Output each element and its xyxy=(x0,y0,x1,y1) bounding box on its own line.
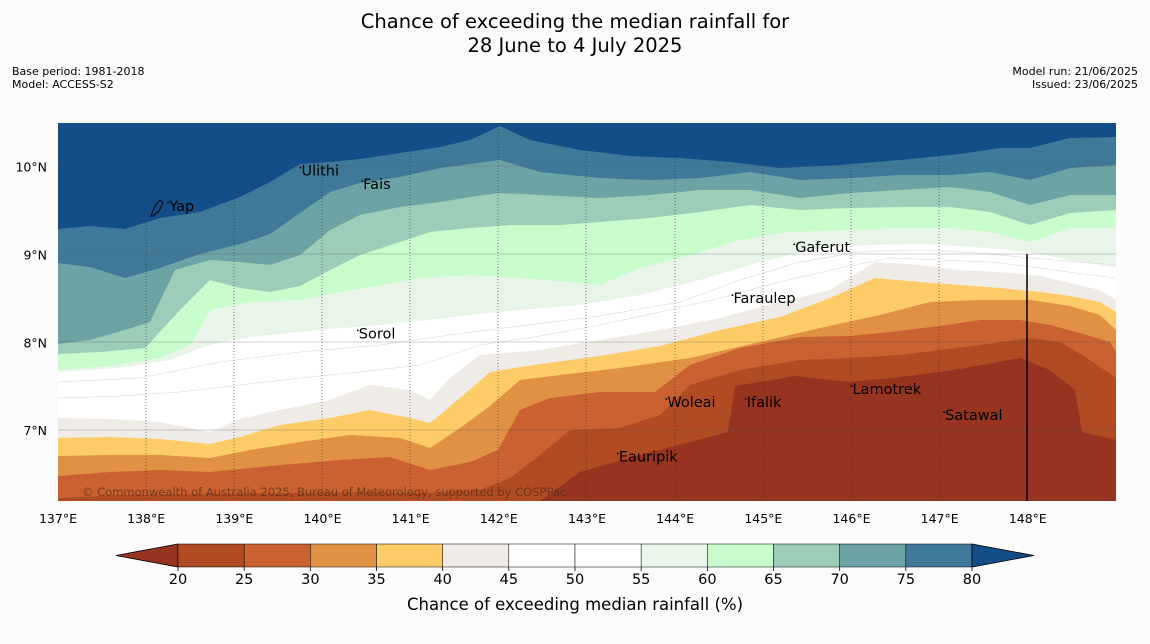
colorbar-segment xyxy=(574,543,642,568)
colorbar-label: Chance of exceeding median rainfall (%) xyxy=(407,595,743,614)
contour-line-50 xyxy=(58,257,1116,399)
place-marker xyxy=(943,411,945,414)
lon-tick-label: 137°E xyxy=(39,511,77,526)
base-period: Base period: 1981-2018 xyxy=(12,65,145,78)
colorbar-tick-label: 65 xyxy=(764,572,782,588)
place-marker xyxy=(167,202,170,204)
place-label: Faraulep xyxy=(733,291,795,307)
colorbar-segment xyxy=(310,543,377,568)
colorbar-segment xyxy=(508,543,576,568)
place-label: Eauripik xyxy=(619,449,678,465)
lat-tick-label: 8°N xyxy=(23,335,47,350)
place-label: Ifalik xyxy=(747,395,782,411)
colorbar: 20 25 30 35 40 45 50 55 60 65 70 75 80 xyxy=(115,543,1035,588)
lat-tick-label: 7°N xyxy=(23,423,47,438)
colorbar-segment xyxy=(243,543,311,568)
colorbar-segment xyxy=(773,543,840,568)
longitude-tick-labels: 137°E 138°E 139°E 140°E 141°E 142°E 143°E 144°E… xyxy=(39,511,1047,526)
place-label: Ulithi xyxy=(301,164,339,180)
latitude-tick-labels: 7°N 8°N 9°N 10°N xyxy=(15,159,47,438)
colorbar-tick-label: 60 xyxy=(698,572,716,588)
place-labels: Ulithi Yap Fais Gaferut Faraulep Sorol Woleai I… xyxy=(167,164,1003,465)
colorbar-tick-label: 45 xyxy=(500,572,518,588)
lon-tick-label: 148°E xyxy=(1009,511,1047,526)
contour-line-55 xyxy=(58,249,1116,383)
latitude-lines xyxy=(58,165,1116,431)
colorbar-tick-label: 70 xyxy=(830,572,848,588)
place-marker xyxy=(744,398,747,400)
lon-tick-label: 145°E xyxy=(744,511,782,526)
place-marker xyxy=(616,452,619,455)
place-label: Gaferut xyxy=(795,240,850,256)
place-marker xyxy=(356,329,359,332)
colorbar-tick-label: 55 xyxy=(632,572,650,588)
copyright-notice: © Commonwealth of Australia 2025, Bureau… xyxy=(82,485,566,499)
colorbar-segment xyxy=(376,543,443,568)
lon-tick-label: 138°E xyxy=(127,511,165,526)
rainfall-contour-map: © Commonwealth of Australia 2025, Bureau… xyxy=(58,123,1116,501)
place-label: Lamotrek xyxy=(853,382,922,398)
colorbar-tick-label: 40 xyxy=(433,572,451,588)
place-label: Fais xyxy=(363,177,390,193)
place-marker xyxy=(731,294,734,297)
colorbar-tick-label: 80 xyxy=(963,572,981,588)
lon-tick-label: 144°E xyxy=(656,511,694,526)
colorbar-segment xyxy=(177,543,245,568)
place-label: Woleai xyxy=(667,395,715,411)
colorbar-tick-label: 30 xyxy=(301,572,319,588)
chart-title-line2: 28 June to 4 July 2025 xyxy=(467,34,683,57)
colorbar-tick-label: 20 xyxy=(169,572,187,588)
colorbar-segment xyxy=(640,543,708,568)
lon-tick-label: 139°E xyxy=(215,511,253,526)
model-run: Model run: 21/06/2025 xyxy=(1012,65,1138,78)
meta-left: Base period: 1981-2018 Model: ACCESS-S2 xyxy=(12,65,144,91)
meta-right: Model run: 21/06/2025 Issued: 23/06/2025 xyxy=(1012,65,1138,91)
lat-tick-label: 9°N xyxy=(23,247,47,262)
colorbar-segment xyxy=(839,543,907,568)
model-name: Model: ACCESS-S2 xyxy=(12,78,114,91)
colorbar-tick-label: 75 xyxy=(897,572,915,588)
lon-tick-label: 142°E xyxy=(480,511,518,526)
place-marker xyxy=(299,166,302,169)
place-label: Sorol xyxy=(359,326,396,342)
colorbar-tick-label: 50 xyxy=(566,572,584,588)
colorbar-under-arrow xyxy=(115,543,179,568)
place-marker xyxy=(793,243,796,246)
colorbar-tick-label: 25 xyxy=(235,572,253,588)
lat-tick-label: 10°N xyxy=(15,159,47,174)
colorbar-over-arrow xyxy=(971,543,1035,568)
band-under-20 xyxy=(540,358,1116,501)
yap-island-outline xyxy=(150,199,164,217)
place-label: Satawal xyxy=(945,408,1002,424)
place-marker xyxy=(665,398,668,400)
lon-tick-label: 143°E xyxy=(568,511,606,526)
graticule xyxy=(145,123,940,501)
colorbar-segment xyxy=(442,543,510,568)
colorbar-segment xyxy=(905,543,973,568)
chart-title-line1: Chance of exceeding the median rainfall … xyxy=(360,10,790,33)
place-marker xyxy=(850,384,853,387)
place-marker xyxy=(361,180,364,182)
lon-tick-label: 147°E xyxy=(921,511,959,526)
colorbar-tick-label: 35 xyxy=(367,572,385,588)
place-label: Yap xyxy=(168,199,194,215)
lon-tick-label: 141°E xyxy=(392,511,430,526)
lon-tick-label: 140°E xyxy=(303,511,341,526)
colorbar-segment xyxy=(707,543,774,568)
lon-tick-label: 146°E xyxy=(832,511,870,526)
issued-date: Issued: 23/06/2025 xyxy=(1031,78,1138,91)
